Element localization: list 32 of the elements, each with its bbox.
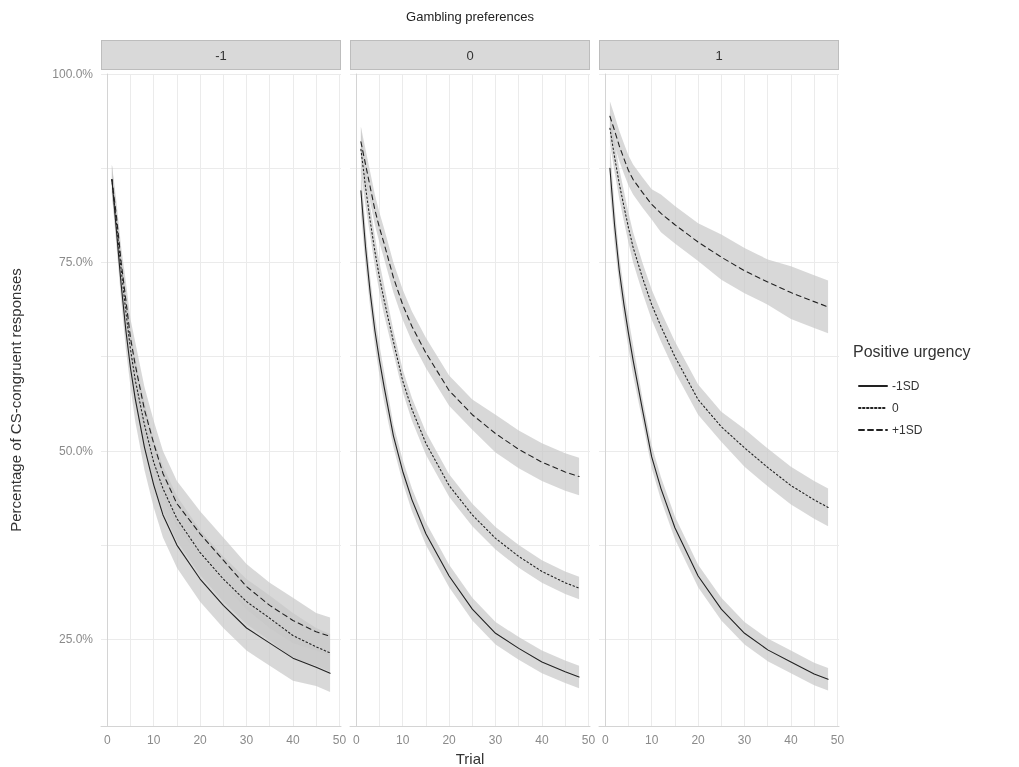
- legend-title: Positive urgency: [853, 343, 971, 361]
- y-tick-label: 25.0%: [58, 632, 94, 647]
- x-tick-label: 0: [352, 733, 360, 747]
- x-tick-label: 10: [645, 733, 659, 747]
- x-tick-label: 30: [488, 733, 503, 747]
- legend-label: +1SD: [892, 423, 923, 437]
- x-tick-label: 20: [691, 733, 706, 747]
- x-tick-label: 10: [147, 733, 161, 747]
- x-tick-label: 0: [103, 733, 111, 747]
- legend-label: 0: [892, 401, 899, 415]
- chart-title: 1: [599, 40, 839, 70]
- text: Gambling preferences: [406, 9, 534, 24]
- x-axis-title: Trial: [455, 749, 485, 767]
- x-tick-label: 0: [601, 733, 609, 747]
- x-tick-label: 40: [286, 733, 300, 747]
- x-tick-label: 20: [193, 733, 208, 747]
- x-tick-label: 50: [830, 733, 845, 747]
- x-tick-label: 20: [442, 733, 457, 747]
- y-tick-label: 75.0%: [58, 255, 94, 270]
- x-tick-label: 50: [332, 733, 347, 747]
- chart-title: -1: [101, 40, 341, 70]
- x-tick-label: 10: [396, 733, 410, 747]
- x-tick-label: 40: [784, 733, 798, 747]
- legend-label: -1SD: [892, 379, 920, 393]
- y-tick-label: 100.0%: [52, 67, 94, 81]
- y-tick-label: 50.0%: [58, 443, 94, 458]
- y-axis-title: Percentage of CS-congruent responses: [7, 268, 24, 532]
- chart-title: 0: [350, 40, 590, 70]
- x-tick-label: 30: [737, 733, 752, 747]
- x-tick-label: 30: [239, 733, 254, 747]
- x-tick-label: 40: [535, 733, 549, 747]
- x-tick-label: 50: [581, 733, 596, 747]
